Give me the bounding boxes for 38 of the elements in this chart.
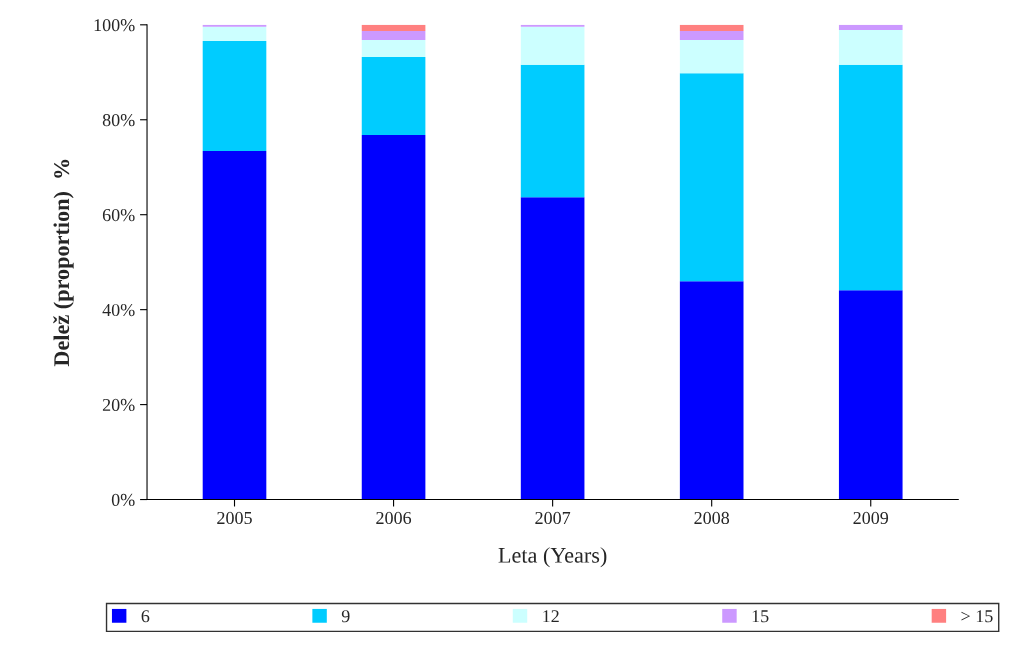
y-tick-label: 60% — [102, 208, 135, 222]
bar — [202, 40, 267, 152]
legend-label: 9 — [341, 610, 350, 623]
bar — [361, 30, 426, 41]
x-tick-label: 2009 — [853, 511, 889, 525]
legend-label: 15 — [752, 610, 769, 623]
legend-label: > 15 — [961, 610, 993, 623]
bar — [520, 64, 585, 198]
legend-label: 6 — [141, 610, 150, 623]
bar — [202, 151, 267, 500]
x-tick-label: 2007 — [535, 511, 571, 525]
bar — [838, 30, 903, 65]
bar — [679, 281, 744, 500]
bar — [202, 26, 267, 41]
y-axis-title: Delež (proportion) % — [53, 159, 74, 367]
bar — [520, 26, 585, 65]
bar — [838, 64, 903, 291]
y-tick-label: 20% — [102, 398, 135, 412]
bar — [361, 57, 426, 135]
bar — [679, 30, 744, 41]
legend-label: 12 — [543, 610, 559, 623]
y-tick-label: 100% — [94, 19, 135, 32]
bar — [679, 24, 744, 31]
bar — [520, 197, 585, 500]
x-axis-title: Leta (Years) — [498, 547, 607, 568]
y-tick-label: 40% — [102, 303, 135, 317]
bar — [361, 24, 426, 31]
x-tick-label: 2008 — [694, 511, 730, 525]
bar — [838, 290, 903, 500]
bar — [838, 24, 903, 31]
bar — [679, 73, 744, 282]
bar — [679, 40, 744, 74]
x-tick-label: 2005 — [217, 511, 252, 525]
x-tick-label: 2006 — [376, 511, 412, 525]
bar — [361, 134, 426, 500]
bar — [361, 40, 426, 58]
y-tick-label: 0% — [111, 493, 135, 507]
y-tick-label: 80% — [102, 114, 135, 127]
